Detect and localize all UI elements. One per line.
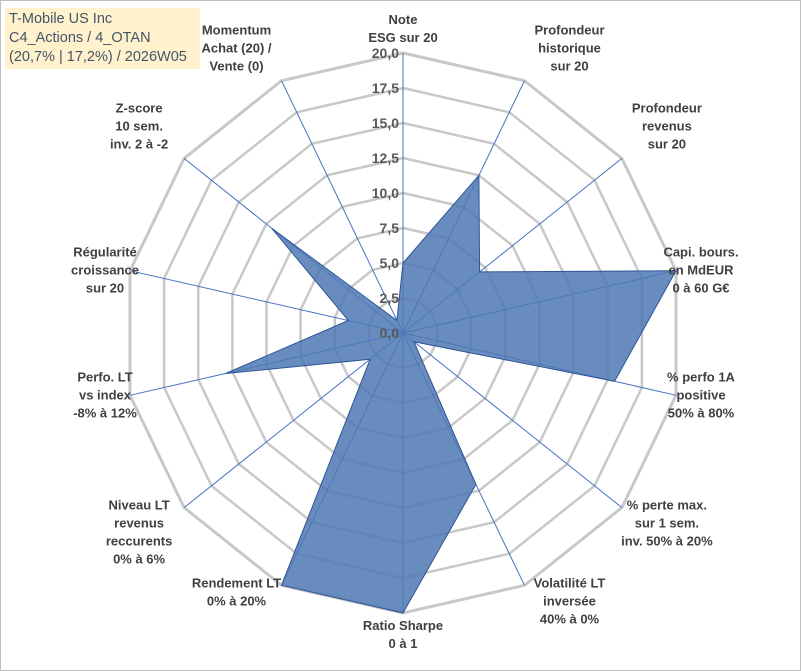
radial-tick-label: 7,5 [380,220,400,236]
axis-label: % perfo 1A positive 50% à 80% [667,369,736,420]
title-box: T-Mobile US Inc C4_Actions / 4_OTAN (20,… [5,8,200,69]
radial-tick-label: 12,5 [372,150,399,166]
title-line-category: C4_Actions / 4_OTAN [9,30,151,46]
radial-ticks: 0,0 2,5 5,0 7,5 10,0 12,5 15,0 17,5 20,0 [372,45,399,341]
axis-labels: Note ESG sur 20 Profondeur historique sur 20… [71,12,739,651]
axis-spoke [281,80,404,334]
radial-tick-label: 0,0 [380,325,400,341]
radial-tick-label: 2,5 [380,290,400,306]
title-line-company: T-Mobile US Inc [9,11,113,27]
axis-label: Note ESG sur 20 [368,12,437,45]
radial-tick-label: 10,0 [372,185,399,201]
series-area [225,173,677,614]
axis-label: Momentum Achat (20) / Vente (0) [201,23,271,74]
axis-spoke [183,332,404,508]
data-series [225,173,677,614]
title-line-stats: (20,7% | 17,2%) / 2026W05 [9,49,187,65]
axis-label: Ratio Sharpe 0 à 1 [363,618,443,651]
radial-tick-label: 20,0 [372,45,399,61]
radial-tick-label: 15,0 [372,115,399,131]
radial-tick-label: 5,0 [380,255,400,271]
axis-label: Capi. bours. en MdEUR 0 à 60 G€ [663,245,738,296]
axis-label: Volatilité LT inversée 40% à 0% [534,575,606,626]
axis-label: Z-score 10 sem. inv. 2 à -2 [110,100,168,151]
axis-label: Rendement LT 0% à 20% [192,575,281,608]
axis-label: Profondeur revenus sur 20 [632,100,702,151]
axis-label: Profondeur historique sur 20 [534,23,604,74]
axis-label: Régularité croissance sur 20 [71,245,139,296]
axis-label: Perfo. LT vs index -8% à 12% [73,369,137,420]
axis-label: % perte max. sur 1 sem. inv. 50% à 20% [621,498,713,549]
axis-label: Niveau LT revenus reccurents 0% à 6% [106,498,172,567]
radial-tick-label: 17,5 [372,80,399,96]
axis-spoke [402,332,623,508]
